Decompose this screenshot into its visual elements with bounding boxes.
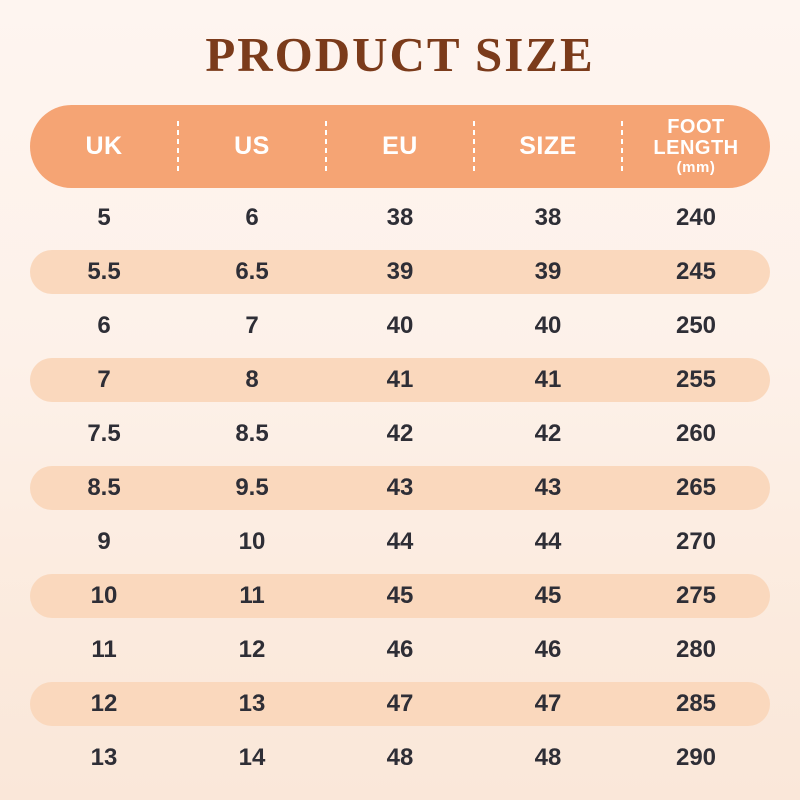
table-cell: 285 — [675, 690, 717, 717]
table-cell: 13 — [90, 744, 118, 771]
column-header-label: EU — [382, 132, 418, 161]
size-table: UK US EU SIZE FOOT LENGTH (mm) 5 6 38 38 240… — [30, 105, 770, 785]
table-cell: 6.5 — [235, 258, 269, 285]
table-cell: 14 — [238, 744, 266, 771]
table-cell: 43 — [534, 474, 562, 501]
table-cell: 255 — [675, 366, 717, 393]
table-cell: 270 — [675, 528, 717, 555]
table-cell: 39 — [534, 258, 562, 285]
table-cell: 45 — [386, 582, 414, 609]
table-body: 5 6 38 38 240 5.5 6.5 39 39 245 6 7 40 40 250 7 8 41 41 255… — [30, 191, 770, 785]
column-header-label: UK — [85, 132, 123, 161]
table-cell: 39 — [386, 258, 414, 285]
page-title: PRODUCT SIZE — [205, 27, 595, 82]
table-cell: 9.5 — [235, 474, 269, 501]
column-divider — [325, 120, 327, 173]
table-cell: 41 — [534, 366, 562, 393]
table-row: 9 10 44 44 270 — [30, 520, 770, 564]
table-cell: 10 — [238, 528, 266, 555]
table-cell: 40 — [534, 312, 562, 339]
table-cell: 6 — [97, 312, 111, 339]
table-cell: 260 — [675, 420, 717, 447]
table-row: 12 13 47 47 285 — [30, 682, 770, 726]
table-row: 8.5 9.5 43 43 265 — [30, 466, 770, 510]
table-cell: 42 — [386, 420, 414, 447]
table-cell: 13 — [238, 690, 266, 717]
table-cell: 46 — [386, 636, 414, 663]
table-cell: 290 — [675, 744, 717, 771]
table-cell: 38 — [386, 204, 414, 231]
table-cell: 8.5 — [235, 420, 269, 447]
table-cell: 47 — [386, 690, 414, 717]
table-cell: 12 — [90, 690, 118, 717]
table-row: 5 6 38 38 240 — [30, 196, 770, 240]
table-cell: 46 — [534, 636, 562, 663]
table-cell: 41 — [386, 366, 414, 393]
column-header-label: SIZE — [519, 132, 577, 161]
table-cell: 6 — [245, 204, 259, 231]
table-cell: 47 — [534, 690, 562, 717]
table-cell: 11 — [239, 582, 265, 609]
table-cell: 42 — [534, 420, 562, 447]
table-cell: 38 — [534, 204, 562, 231]
table-cell: 11 — [91, 636, 117, 663]
table-cell: 245 — [675, 258, 717, 285]
table-header-row: UK US EU SIZE FOOT LENGTH (mm) — [30, 105, 770, 188]
table-cell: 48 — [386, 744, 414, 771]
column-header-label: US — [234, 132, 270, 161]
table-cell: 43 — [386, 474, 414, 501]
table-row: 6 7 40 40 250 — [30, 304, 770, 348]
table-row: 11 12 46 46 280 — [30, 628, 770, 672]
table-cell: 9 — [97, 528, 111, 555]
table-row: 13 14 48 48 290 — [30, 736, 770, 780]
table-cell: 7 — [245, 312, 259, 339]
table-cell: 275 — [675, 582, 717, 609]
table-cell: 40 — [386, 312, 414, 339]
table-cell: 48 — [534, 744, 562, 771]
table-row: 7 8 41 41 255 — [30, 358, 770, 402]
table-cell: 5 — [97, 204, 111, 231]
table-cell: 265 — [675, 474, 717, 501]
column-header-unit-label: (mm) — [676, 159, 716, 177]
column-divider — [621, 120, 623, 173]
table-cell: 7.5 — [87, 420, 121, 447]
table-cell: 44 — [386, 528, 414, 555]
column-divider — [177, 120, 179, 173]
table-cell: 8 — [245, 366, 259, 393]
column-divider — [473, 120, 475, 173]
table-cell: 250 — [675, 312, 717, 339]
table-cell: 12 — [238, 636, 266, 663]
column-header-foot-length: FOOT LENGTH (mm) — [622, 117, 770, 176]
table-cell: 44 — [534, 528, 562, 555]
column-header-label: FOOT LENGTH — [653, 116, 739, 160]
column-header-eu: EU — [326, 132, 474, 161]
table-cell: 280 — [675, 636, 717, 663]
table-cell: 240 — [675, 204, 717, 231]
table-cell: 8.5 — [87, 474, 121, 501]
column-header-us: US — [178, 132, 326, 161]
table-cell: 5.5 — [87, 258, 121, 285]
table-row: 5.5 6.5 39 39 245 — [30, 250, 770, 294]
table-row: 7.5 8.5 42 42 260 — [30, 412, 770, 456]
table-cell: 45 — [534, 582, 562, 609]
table-cell: 7 — [97, 366, 111, 393]
table-row: 10 11 45 45 275 — [30, 574, 770, 618]
column-header-size: SIZE — [474, 132, 622, 161]
column-header-uk: UK — [30, 132, 178, 161]
table-cell: 10 — [90, 582, 118, 609]
